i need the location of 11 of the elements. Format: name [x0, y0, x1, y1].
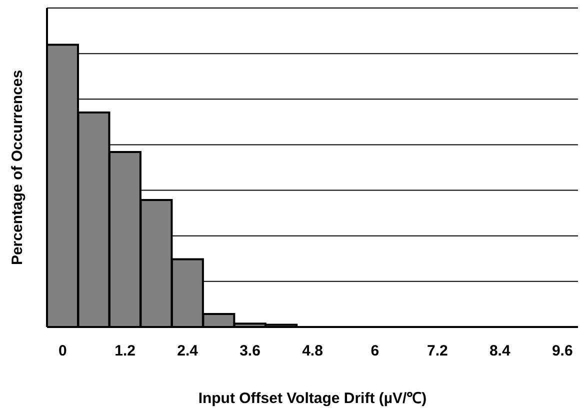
x-tick-label: 0 [58, 342, 67, 360]
x-tick-label: 6 [370, 342, 380, 360]
x-axis-title: Input Offset Voltage Drift (µV/℃) [198, 390, 427, 407]
x-tick-label: 9.6 [552, 342, 573, 360]
x-tick-label: 4.8 [302, 342, 323, 360]
y-axis-title: Percentage of Occurrences [8, 70, 26, 266]
x-tick-label: 2.4 [177, 342, 199, 360]
x-tick-label: 3.6 [240, 342, 260, 360]
x-tick-label: 1.2 [114, 342, 136, 360]
x-tick-label: 8.4 [489, 342, 511, 360]
x-tick-label: 7.2 [427, 342, 448, 360]
